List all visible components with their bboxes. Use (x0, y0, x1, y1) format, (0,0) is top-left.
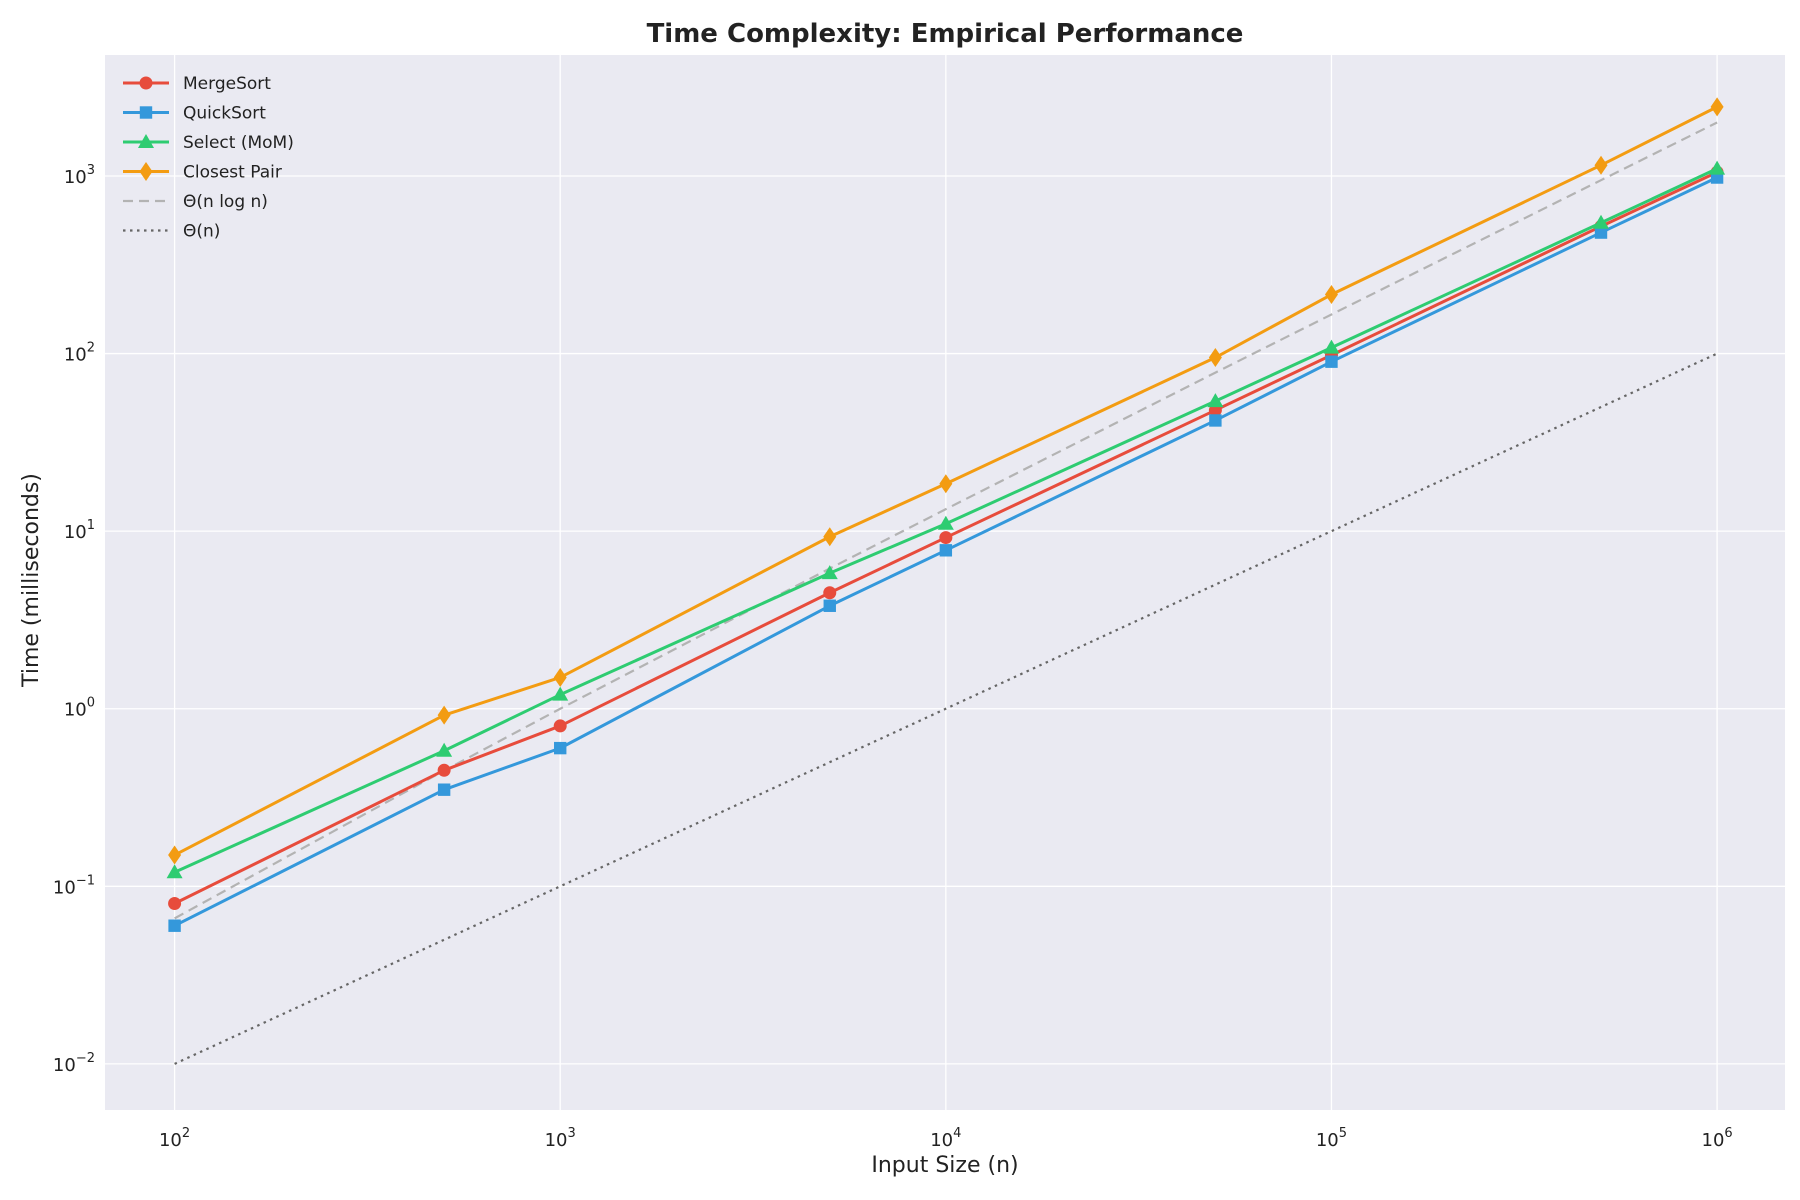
data-point (939, 544, 953, 557)
legend-label: Θ(n log n) (183, 192, 268, 212)
data-point (437, 763, 451, 777)
x-tick-label: 102 (159, 1126, 190, 1151)
data-point (937, 515, 954, 530)
y-tick-label: 101 (64, 518, 95, 543)
data-point (553, 719, 567, 733)
grid (105, 55, 1785, 1110)
data-point (552, 686, 569, 701)
data-point (939, 531, 953, 545)
data-point (1593, 214, 1610, 229)
legend-marker (139, 76, 153, 90)
data-point (1208, 348, 1222, 368)
legend-entry: Θ(n) (123, 222, 220, 242)
data-point (1323, 339, 1340, 354)
y-tick-labels: 10−2 10−1 100 101 102 103 (53, 163, 95, 1076)
data-point (437, 783, 451, 796)
legend-label: Select (MoM) (183, 133, 294, 153)
data-point (1209, 414, 1222, 427)
data-point (823, 527, 837, 547)
x-tick-label: 105 (1316, 1126, 1347, 1151)
series-n-log-n (174, 121, 1718, 920)
legend-entry: Select (MoM) (123, 133, 294, 153)
data-point (1710, 97, 1724, 117)
legend-label: Θ(n) (183, 222, 220, 242)
data-point (1709, 160, 1726, 175)
data-point (168, 919, 181, 932)
data-point (166, 864, 183, 879)
data-point (1594, 155, 1608, 175)
legend-marker (139, 162, 153, 181)
plot-area (105, 55, 1785, 1110)
legend-label: Closest Pair (183, 163, 282, 183)
data-point (168, 897, 182, 911)
data-point (1324, 285, 1338, 305)
data-point (554, 741, 567, 755)
data-point (823, 599, 836, 612)
data-point (436, 742, 453, 757)
chart-title: Time Complexity: Empirical Performance (647, 19, 1244, 49)
x-tick-label: 103 (545, 1126, 576, 1151)
x-axis-label: Input Size (n) (871, 1153, 1018, 1178)
series-layer (166, 97, 1726, 1065)
data-point (168, 845, 182, 865)
data-point (1207, 393, 1224, 408)
legend: MergeSort QuickSort Select (MoM) Closest Pa… (123, 74, 294, 242)
series-line (174, 121, 1718, 920)
legend-entry: Θ(n log n) (123, 192, 268, 212)
legend-label: MergeSort (183, 74, 271, 94)
legend-entry: Closest Pair (123, 162, 282, 183)
series-quicksort (168, 171, 1724, 932)
y-tick-label: 102 (64, 341, 95, 366)
data-point (553, 667, 567, 687)
y-tick-label: 103 (64, 163, 95, 188)
x-tick-label: 106 (1702, 1126, 1733, 1151)
data-point (1325, 355, 1338, 368)
y-tick-label: 10−1 (53, 873, 95, 898)
data-point (821, 565, 838, 580)
y-axis-label: Time (milliseconds) (19, 473, 44, 688)
legend-label: QuickSort (183, 104, 266, 124)
series-n (174, 352, 1718, 1065)
data-point (823, 586, 837, 600)
data-point (437, 705, 451, 725)
legend-entry: MergeSort (123, 74, 271, 94)
data-point (1594, 226, 1608, 239)
y-tick-label: 100 (64, 696, 95, 721)
y-tick-label: 10−2 (53, 1051, 95, 1076)
x-tick-label: 104 (930, 1126, 961, 1151)
legend-marker (138, 134, 154, 148)
legend-marker (139, 106, 153, 119)
data-point (939, 474, 953, 494)
series-line (174, 352, 1718, 1065)
series-closest-pair (168, 97, 1724, 865)
series-select-mom (166, 160, 1726, 879)
legend-entry: QuickSort (123, 104, 266, 124)
x-tick-labels: 102 103 104 105 106 (159, 1126, 1733, 1151)
